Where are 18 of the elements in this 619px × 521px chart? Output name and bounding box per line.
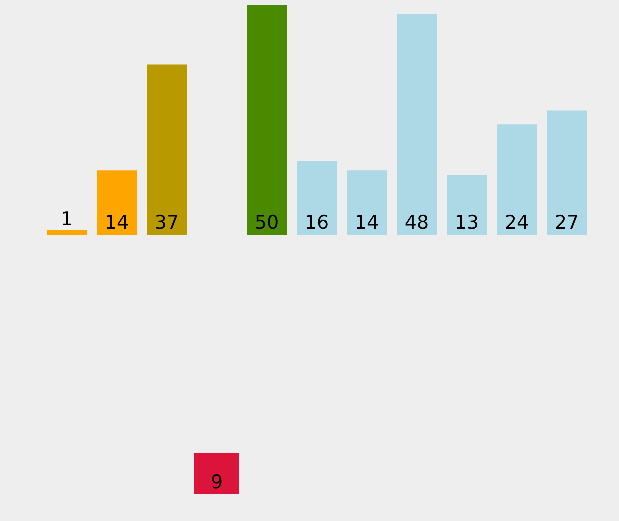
data-label: 1: [60, 208, 73, 230]
data-label: 14: [104, 212, 129, 234]
bar: [296, 161, 336, 235]
data-label: 27: [554, 212, 579, 234]
data-label: 37: [154, 212, 179, 234]
bar: [396, 14, 436, 235]
data-label: 14: [354, 212, 379, 234]
data-label: 50: [254, 212, 279, 234]
bar: [546, 110, 586, 235]
bar: [446, 175, 486, 235]
bar: [496, 124, 536, 235]
data-label: 16: [304, 212, 329, 234]
bar: [346, 170, 386, 235]
data-label: 24: [504, 212, 529, 234]
data-label: 9: [210, 471, 223, 494]
bar: [246, 5, 286, 235]
data-label: 13: [454, 212, 479, 234]
data-label: 48: [404, 212, 429, 234]
